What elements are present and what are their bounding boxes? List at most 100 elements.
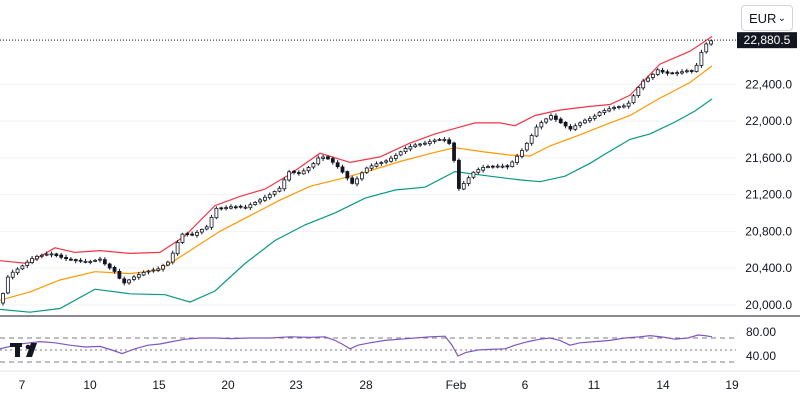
candle-body[interactable] bbox=[694, 64, 699, 72]
candle-body[interactable] bbox=[602, 110, 607, 113]
candle-body[interactable] bbox=[5, 276, 10, 294]
candle-body[interactable] bbox=[651, 73, 655, 78]
candle-body[interactable] bbox=[224, 207, 229, 209]
candle-body[interactable] bbox=[587, 118, 592, 122]
candle-body[interactable] bbox=[592, 115, 597, 119]
candle-body[interactable] bbox=[78, 259, 83, 262]
candle-body[interactable] bbox=[204, 226, 209, 230]
candle-body[interactable] bbox=[398, 151, 403, 156]
candle-body[interactable] bbox=[471, 171, 476, 178]
candle-body[interactable] bbox=[141, 271, 146, 276]
candle-body[interactable] bbox=[39, 254, 44, 257]
candle-body[interactable] bbox=[524, 142, 529, 151]
candle-body[interactable] bbox=[132, 276, 136, 280]
candle-body[interactable] bbox=[466, 177, 471, 184]
candle-body[interactable] bbox=[699, 51, 704, 66]
candle-body[interactable] bbox=[568, 126, 573, 130]
candle-body[interactable] bbox=[248, 204, 253, 209]
candle-body[interactable] bbox=[684, 70, 689, 73]
candle-body[interactable] bbox=[296, 172, 301, 174]
candle-body[interactable] bbox=[185, 233, 190, 235]
candle-body[interactable] bbox=[350, 177, 355, 184]
candle-body[interactable] bbox=[413, 144, 418, 148]
candle-body[interactable] bbox=[214, 207, 219, 219]
candle-body[interactable] bbox=[476, 169, 481, 173]
candle-body[interactable] bbox=[393, 154, 398, 159]
candle-body[interactable] bbox=[641, 80, 646, 89]
candle-body[interactable] bbox=[170, 252, 175, 263]
candle-body[interactable] bbox=[544, 118, 549, 123]
candle-body[interactable] bbox=[59, 254, 64, 258]
candle-body[interactable] bbox=[520, 150, 524, 157]
candle-body[interactable] bbox=[175, 242, 180, 255]
candle-body[interactable] bbox=[292, 170, 296, 173]
candle-body[interactable] bbox=[165, 261, 170, 266]
candle-body[interactable] bbox=[233, 206, 238, 209]
candle-body[interactable] bbox=[364, 167, 369, 173]
candle-body[interactable] bbox=[359, 172, 364, 180]
candle-body[interactable] bbox=[374, 163, 379, 167]
candle-body[interactable] bbox=[626, 102, 631, 107]
candle-body[interactable] bbox=[495, 165, 500, 168]
candle-body[interactable] bbox=[199, 229, 204, 233]
candle-body[interactable] bbox=[107, 263, 112, 269]
candle-body[interactable] bbox=[437, 139, 442, 141]
candle-body[interactable] bbox=[306, 167, 311, 172]
candle-body[interactable] bbox=[30, 258, 35, 263]
candle-body[interactable] bbox=[321, 156, 326, 159]
candle-body[interactable] bbox=[704, 43, 709, 53]
candle-body[interactable] bbox=[64, 256, 68, 260]
candle-body[interactable] bbox=[93, 259, 98, 262]
candle-body[interactable] bbox=[505, 165, 510, 168]
candle-body[interactable] bbox=[384, 160, 389, 163]
candle-body[interactable] bbox=[447, 139, 452, 144]
candle-body[interactable] bbox=[369, 165, 374, 169]
candle-body[interactable] bbox=[161, 265, 165, 270]
candle-body[interactable] bbox=[69, 258, 73, 261]
tradingview-logo-icon[interactable] bbox=[10, 343, 37, 357]
candle-body[interactable] bbox=[583, 119, 587, 124]
candle-body[interactable] bbox=[563, 121, 568, 127]
candle-body[interactable] bbox=[15, 268, 20, 274]
candle-body[interactable] bbox=[573, 125, 578, 130]
candle-body[interactable] bbox=[554, 115, 558, 120]
candle-body[interactable] bbox=[20, 265, 25, 270]
candle-body[interactable] bbox=[282, 179, 287, 190]
candle-body[interactable] bbox=[44, 253, 49, 256]
candle-body[interactable] bbox=[660, 69, 665, 73]
candle-body[interactable] bbox=[117, 270, 122, 279]
candle-body[interactable] bbox=[490, 165, 495, 168]
candle-body[interactable] bbox=[631, 95, 636, 104]
candle-body[interactable] bbox=[25, 261, 30, 266]
candle-body[interactable] bbox=[345, 171, 350, 179]
candle-body[interactable] bbox=[311, 163, 316, 168]
candle-body[interactable] bbox=[665, 71, 670, 74]
candle-body[interactable] bbox=[529, 135, 534, 144]
candle-body[interactable] bbox=[597, 111, 602, 116]
candle-body[interactable] bbox=[408, 146, 413, 150]
candle-body[interactable] bbox=[461, 183, 466, 190]
candle-body[interactable] bbox=[35, 255, 39, 260]
candle-body[interactable] bbox=[612, 107, 616, 109]
candle-body[interactable] bbox=[379, 162, 384, 164]
candle-body[interactable] bbox=[558, 118, 563, 124]
candle-body[interactable] bbox=[229, 206, 233, 209]
candle-body[interactable] bbox=[180, 233, 185, 243]
candle-body[interactable] bbox=[262, 196, 267, 201]
candle-body[interactable] bbox=[675, 72, 680, 75]
candle-body[interactable] bbox=[73, 259, 78, 262]
candle-body[interactable] bbox=[209, 217, 214, 228]
candle-body[interactable] bbox=[112, 267, 117, 272]
currency-selector[interactable]: EUR ⌄ bbox=[741, 5, 793, 31]
candle-body[interactable] bbox=[88, 261, 93, 263]
candle-body[interactable] bbox=[49, 253, 54, 256]
candle-body[interactable] bbox=[136, 274, 141, 278]
candle-body[interactable] bbox=[156, 268, 161, 271]
candle-body[interactable] bbox=[510, 161, 515, 168]
candle-body[interactable] bbox=[539, 122, 544, 128]
candle-body[interactable] bbox=[452, 142, 456, 161]
candle-body[interactable] bbox=[456, 159, 461, 189]
candle-body[interactable] bbox=[267, 194, 272, 199]
candle-body[interactable] bbox=[253, 201, 258, 205]
